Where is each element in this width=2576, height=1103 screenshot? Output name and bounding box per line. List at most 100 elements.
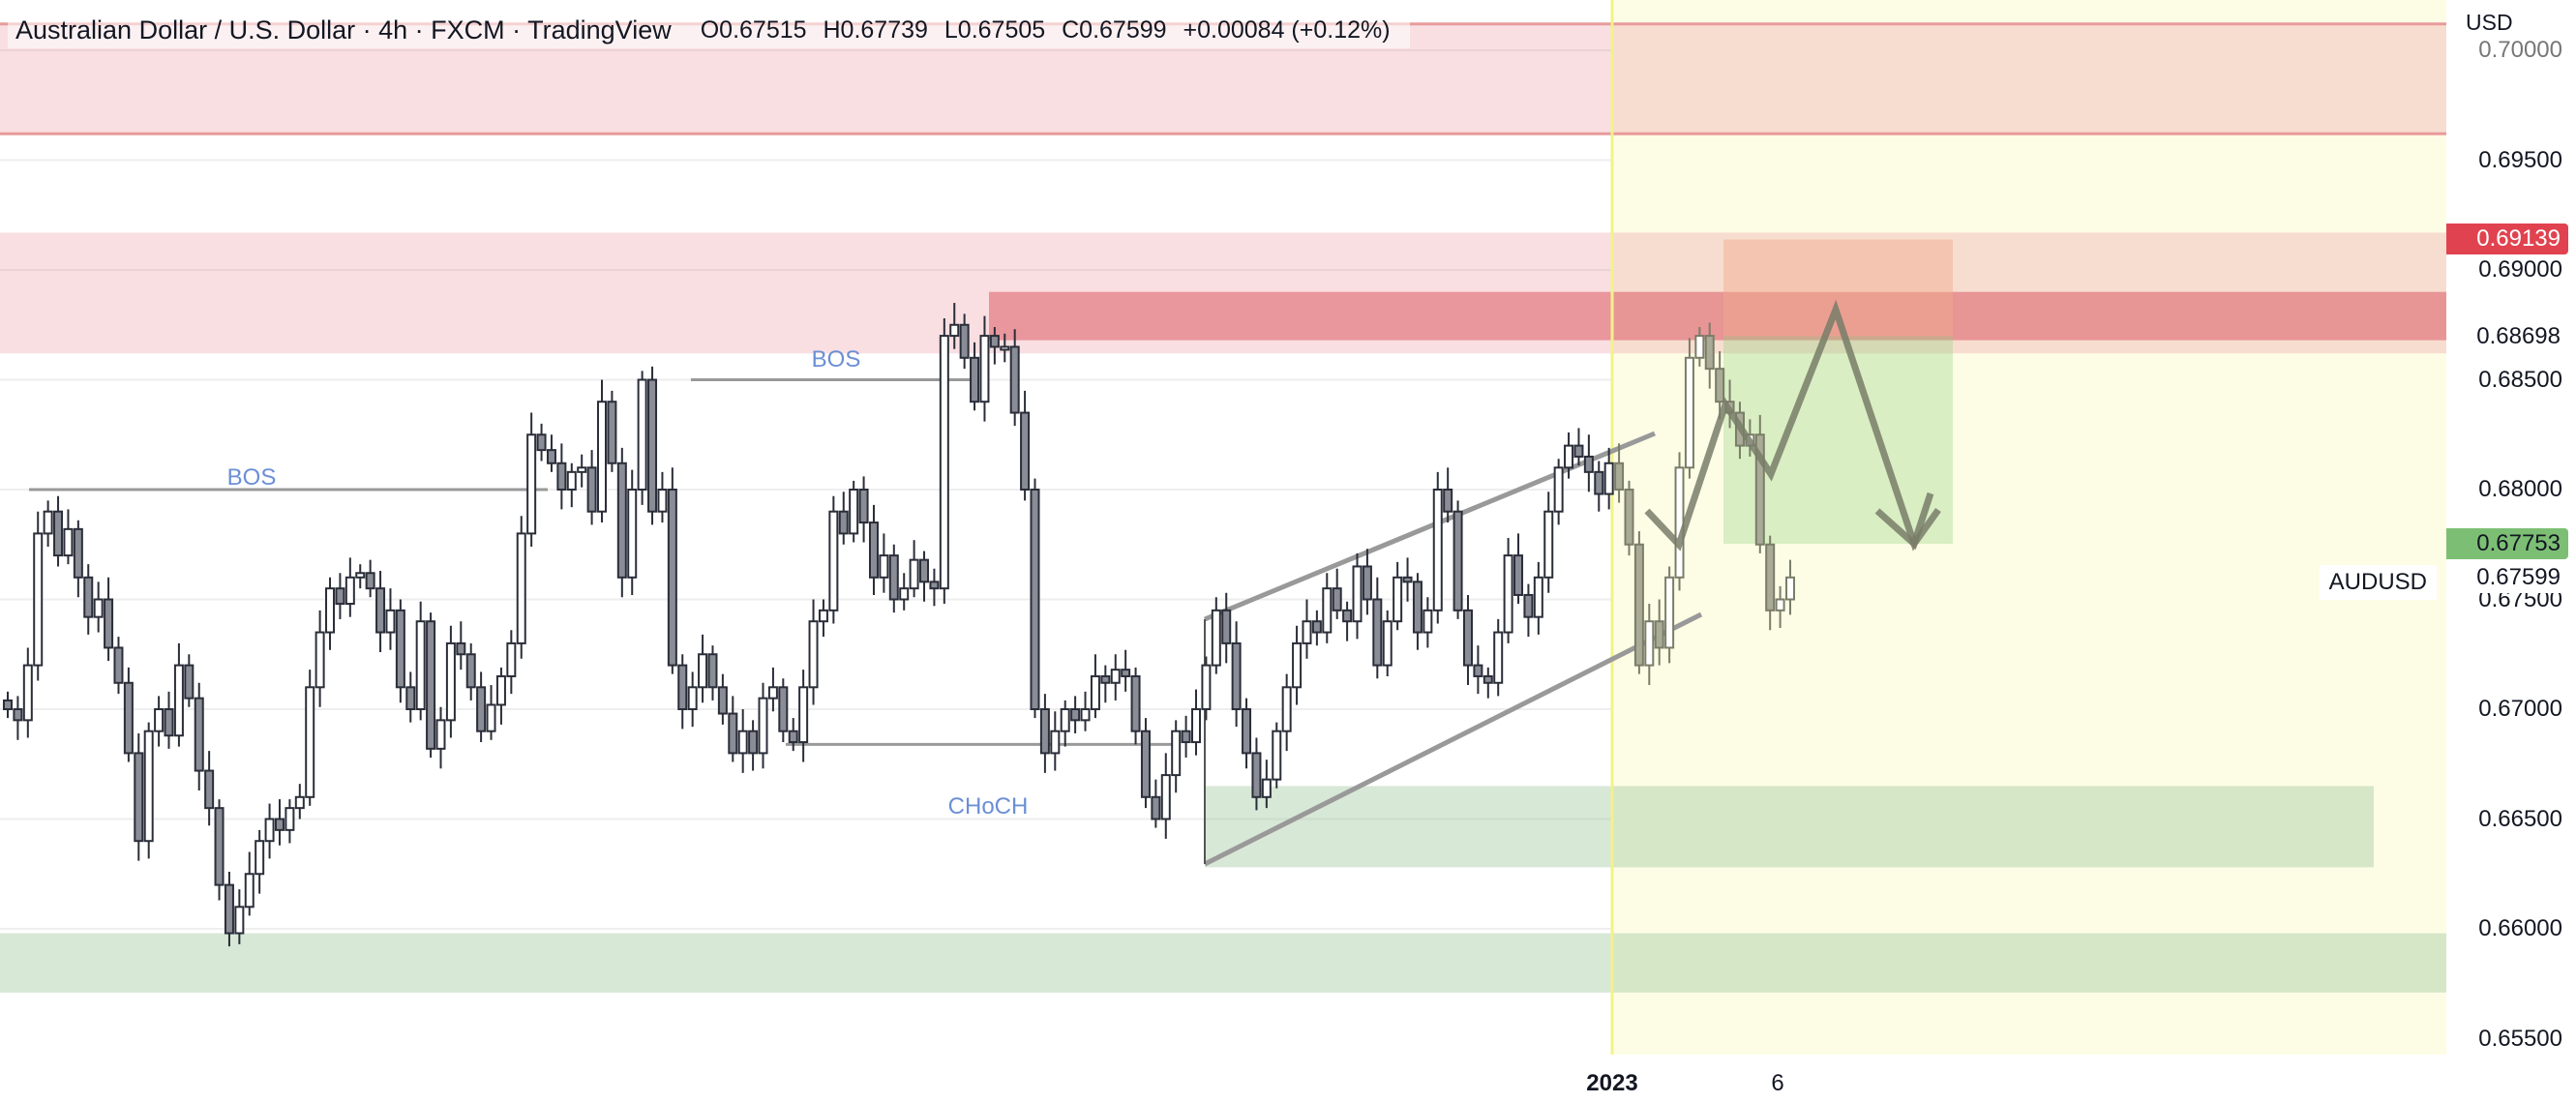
candle-bull (1211, 609, 1221, 667)
price-tick: 0.69500 (2478, 146, 2562, 173)
candle-bull (435, 719, 446, 750)
candlestick-chart[interactable] (0, 0, 2446, 1055)
candle-bull (657, 489, 668, 513)
candle-bear (929, 581, 940, 590)
currency-label: USD (2466, 10, 2513, 35)
candle-bear (113, 646, 124, 684)
time-axis[interactable]: 2023 6 (0, 1055, 2446, 1103)
candle-bull (1110, 669, 1121, 684)
symbol-title[interactable]: Australian Dollar / U.S. Dollar · 4h · F… (15, 15, 672, 45)
candle-bull (1382, 620, 1393, 667)
candle-bull (1281, 686, 1292, 732)
candle-bull (43, 510, 53, 535)
candle-bear (214, 807, 225, 886)
candle-bull (1564, 444, 1574, 469)
candle-bull (285, 807, 295, 831)
candle-bear (204, 769, 215, 810)
candle-bear (1754, 433, 1765, 546)
candle-bull (344, 576, 355, 606)
candle-bull (949, 323, 960, 338)
candle-bull (93, 598, 104, 618)
ohlc-values: O0.67515 H0.67739 L0.67505 C0.67599 +0.0… (701, 16, 1400, 45)
candle-bear (1402, 576, 1413, 583)
ohlc-close: C0.67599 (1062, 15, 1167, 44)
bos-label-2[interactable]: BOS (811, 346, 861, 373)
price-axis[interactable]: USD 0.70000 0.69500 0.69000 0.68500 0.68000 0… (2446, 0, 2576, 1103)
candle-bull (566, 470, 577, 491)
forecast-region (1612, 0, 2446, 1055)
candle-bull (627, 489, 638, 579)
candle-bull (385, 609, 396, 634)
candle-bear (13, 708, 23, 722)
candle-bear (778, 686, 789, 732)
price-tick: 0.68000 (2478, 476, 2562, 502)
candle-bull (758, 697, 768, 755)
candle-bear (476, 686, 487, 732)
candle-bull (1322, 587, 1333, 634)
ohlc-high: H0.67739 (823, 15, 928, 44)
candle-bear (134, 752, 144, 843)
candle-bear (838, 510, 849, 535)
choch-label[interactable]: CHoCH (947, 793, 1029, 820)
candle-bull (415, 620, 426, 711)
candle-bear (1121, 669, 1131, 677)
candle-bull (33, 532, 44, 667)
candle-bear (365, 572, 375, 590)
candle-bull (1272, 730, 1282, 781)
channel-upper (1204, 431, 1656, 622)
candle-bull (1664, 576, 1675, 649)
candle-bull (1060, 708, 1070, 732)
candle-bear (1583, 455, 1594, 473)
candle-bull (63, 527, 74, 557)
zone-supply-core (989, 291, 2446, 341)
candle-bull (1543, 510, 1554, 579)
candle-bear (1633, 543, 1644, 667)
time-label-2023: 2023 (1586, 1070, 1638, 1096)
chart-plot-area[interactable]: Australian Dollar / U.S. Dollar · 4h · F… (0, 0, 2446, 1055)
candle-bear (274, 818, 285, 831)
zone-demand-mid (1205, 786, 2374, 868)
symbol-price-label: AUDUSD (2319, 565, 2437, 600)
candle-bull (808, 620, 819, 689)
price-tag: 0.69139 (2446, 224, 2568, 255)
candle-bear (83, 576, 94, 618)
price-tag: 0.67753 (2446, 528, 2568, 560)
price-tick: 0.66000 (2478, 915, 2562, 941)
bos-label-1[interactable]: BOS (226, 464, 277, 491)
candle-bull (325, 587, 336, 634)
candle-bear (970, 356, 980, 403)
price-tick: 0.67000 (2478, 696, 2562, 722)
candle-bull (1694, 335, 1705, 359)
candle-bear (3, 699, 13, 710)
candle-bull (1684, 356, 1694, 469)
candle-bear (1140, 730, 1151, 798)
price-tick: 0.69000 (2478, 256, 2562, 283)
candle-bear (1020, 411, 1031, 491)
candle-bull (577, 466, 587, 473)
candle-bull (22, 664, 33, 722)
candle-bull (1160, 774, 1171, 820)
candle-bull (1201, 664, 1212, 710)
price-tick: 0.70000 (2478, 37, 2562, 63)
price-tick: 0.66500 (2478, 805, 2562, 832)
candle-bull (1603, 462, 1614, 495)
candle-bear (647, 378, 658, 513)
candle-bear (1100, 674, 1111, 684)
candle-bull (1292, 641, 1303, 689)
candle-bull (1432, 489, 1443, 611)
candle-bear (1523, 593, 1534, 618)
candle-bear (1453, 510, 1463, 611)
candle-bull (899, 587, 910, 601)
candle-bull (1785, 576, 1795, 601)
candle-bull (1493, 631, 1504, 684)
ohlc-open: O0.67515 (700, 15, 807, 44)
candle-bear (164, 708, 174, 737)
candle-bear (1462, 609, 1473, 667)
candle-bear (959, 323, 970, 359)
candle-bear (395, 609, 405, 689)
candle-bear (184, 664, 195, 700)
candle-bull (506, 641, 517, 677)
candle-bear (1412, 581, 1423, 634)
candle-bull (687, 686, 698, 710)
candle-bear (728, 712, 738, 755)
